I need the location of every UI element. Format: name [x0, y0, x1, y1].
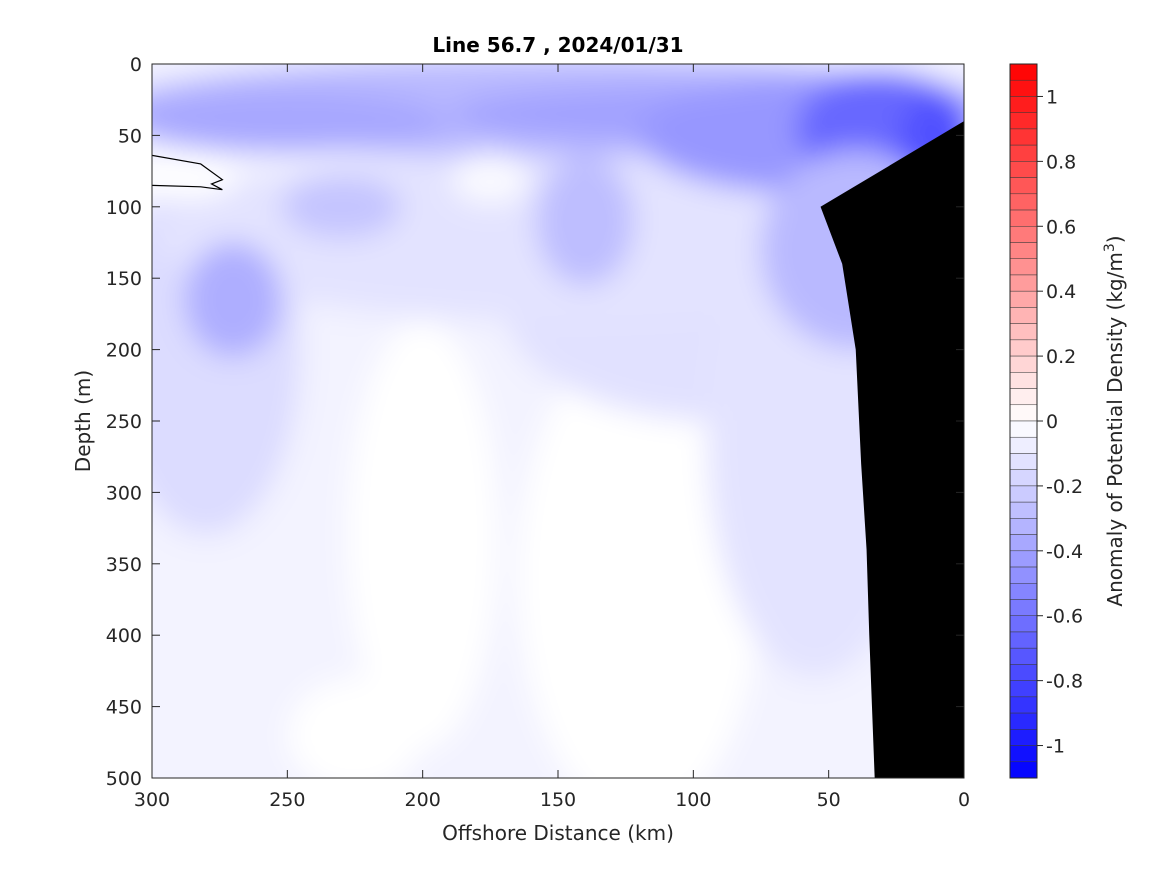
colorbar-label-text: Anomaly of Potential Density (kg/m: [1103, 252, 1127, 606]
x-tick-label: 250: [269, 789, 305, 811]
x-axis-label: Offshore Distance (km): [442, 821, 674, 845]
colorbar-cell: [1009, 436, 1038, 454]
colorbar-cell: [1009, 664, 1038, 681]
colorbar-cell: [1009, 290, 1038, 308]
colorbar-cell: [1009, 323, 1038, 341]
colorbar-cell: [1009, 761, 1038, 779]
colorbar-cell: [1009, 355, 1038, 373]
colorbar-label: Anomaly of Potential Density (kg/m3): [1102, 235, 1127, 606]
colorbar-tick-label: 1: [1046, 86, 1058, 108]
colorbar-tick-label: 0.4: [1046, 281, 1076, 303]
colorbar-cell: [1009, 209, 1038, 227]
y-tick-label: 400: [106, 625, 142, 647]
colorbar-label-exponent: 3: [1102, 243, 1118, 252]
colorbar-ticks: 1 0.8 0.6 0.4 0.2 0 -0.2 -0.4 -0.6 -0.8 -1: [1037, 86, 1083, 758]
x-tick-label: 0: [958, 789, 970, 811]
colorbar-tick-label: -0.6: [1046, 606, 1083, 628]
plot-area: [151, 63, 965, 779]
colorbar-tick-label: 0.8: [1046, 151, 1076, 173]
chart-title: Line 56.7 , 2024/01/31: [432, 33, 683, 57]
x-axis: 300 250 200 150 100 50 0: [134, 64, 970, 811]
colorbar-cell: [1009, 177, 1038, 195]
x-tick-label: 200: [405, 789, 441, 811]
x-tick-label: 100: [675, 789, 711, 811]
colorbar-cell: [1009, 63, 1038, 81]
colorbar-cell: [1009, 404, 1038, 422]
colorbar-cell: [1009, 647, 1038, 665]
y-tick-label: 100: [106, 197, 142, 219]
y-axis-label: Depth (m): [71, 370, 95, 472]
y-tick-label: 450: [106, 697, 142, 719]
colorbar-tick-label: -1: [1046, 736, 1065, 758]
anomaly-blob-2: [287, 678, 423, 778]
colorbar-cell: [1009, 485, 1038, 503]
colorbar-cell: [1009, 615, 1038, 633]
y-axis: 0 50 100 150 200 250 300 350 400 450 500: [106, 54, 964, 790]
colorbar-cell: [1009, 226, 1038, 243]
y-tick-label: 500: [106, 768, 142, 790]
anomaly-blob-17: [452, 152, 529, 204]
colorbar-cells: [1009, 63, 1038, 779]
x-tick-label: 300: [134, 789, 170, 811]
anomaly-blob-1: [517, 335, 761, 778]
colorbar-cell: [1009, 696, 1038, 714]
y-tick-label: 250: [106, 411, 142, 433]
x-tick-label: 50: [817, 789, 841, 811]
colorbar-cell: [1009, 680, 1038, 698]
colorbar-cell: [1009, 631, 1038, 649]
colorbar-cell: [1009, 566, 1038, 584]
colorbar-cell: [1009, 469, 1038, 487]
colorbar-cell: [1009, 745, 1038, 763]
colorbar-cell: [1009, 388, 1038, 406]
colorbar-cell: [1009, 161, 1038, 178]
colorbar-cell: [1009, 274, 1038, 292]
y-tick-label: 300: [106, 482, 142, 504]
colorbar-cell: [1009, 144, 1038, 162]
colorbar-cell: [1009, 128, 1038, 146]
seafloor-mask: [820, 121, 964, 778]
y-tick-label: 350: [106, 554, 142, 576]
colorbar-tick-label: 0: [1046, 411, 1058, 433]
colorbar-cell: [1009, 453, 1038, 470]
x-tick-label: 150: [540, 789, 576, 811]
anomaly-blob-8: [152, 89, 450, 153]
colorbar-cell: [1009, 193, 1038, 211]
y-tick-label: 150: [106, 268, 142, 290]
anomaly-field: [152, 64, 964, 778]
colorbar-tick-label: 0.2: [1046, 346, 1076, 368]
y-tick-label: 50: [118, 125, 142, 147]
colorbar-cell: [1009, 112, 1038, 130]
colorbar-cell: [1009, 729, 1038, 746]
colorbar-cell: [1009, 79, 1038, 97]
zero-contour-line: [152, 154, 224, 191]
anomaly-blob-15: [281, 175, 402, 239]
anomaly-blob-0: [346, 321, 499, 750]
colorbar-cell: [1009, 339, 1038, 357]
colorbar-cell: [1009, 712, 1038, 730]
colorbar-cell: [1009, 420, 1038, 438]
anomaly-blobs: [152, 64, 964, 778]
colorbar-tick-label: -0.2: [1046, 476, 1083, 498]
colorbar-cell: [1009, 307, 1038, 324]
anomaly-blob-13: [184, 242, 282, 357]
colorbar-cell: [1009, 96, 1038, 113]
colorbar-cell: [1009, 550, 1038, 568]
colorbar-cell: [1009, 372, 1038, 389]
y-tick-label: 200: [106, 340, 142, 362]
colorbar-cell: [1009, 518, 1038, 535]
colorbar-tick-label: -0.8: [1046, 671, 1083, 693]
colorbar-label-close: ): [1103, 235, 1127, 243]
colorbar-cell: [1009, 258, 1038, 276]
colorbar-cell: [1009, 534, 1038, 552]
colorbar-tick-label: -0.4: [1046, 541, 1083, 563]
colorbar: 1 0.8 0.6 0.4 0.2 0 -0.2 -0.4 -0.6 -0.8 -1 Anomaly…: [1009, 63, 1127, 779]
y-tick-label: 0: [130, 54, 142, 76]
anomaly-blob-14: [536, 156, 634, 286]
colorbar-cell: [1009, 583, 1038, 600]
colorbar-cell: [1009, 599, 1038, 616]
colorbar-cell: [1009, 242, 1038, 259]
colorbar-cell: [1009, 501, 1038, 519]
colorbar-tick-label: 0.6: [1046, 216, 1076, 238]
